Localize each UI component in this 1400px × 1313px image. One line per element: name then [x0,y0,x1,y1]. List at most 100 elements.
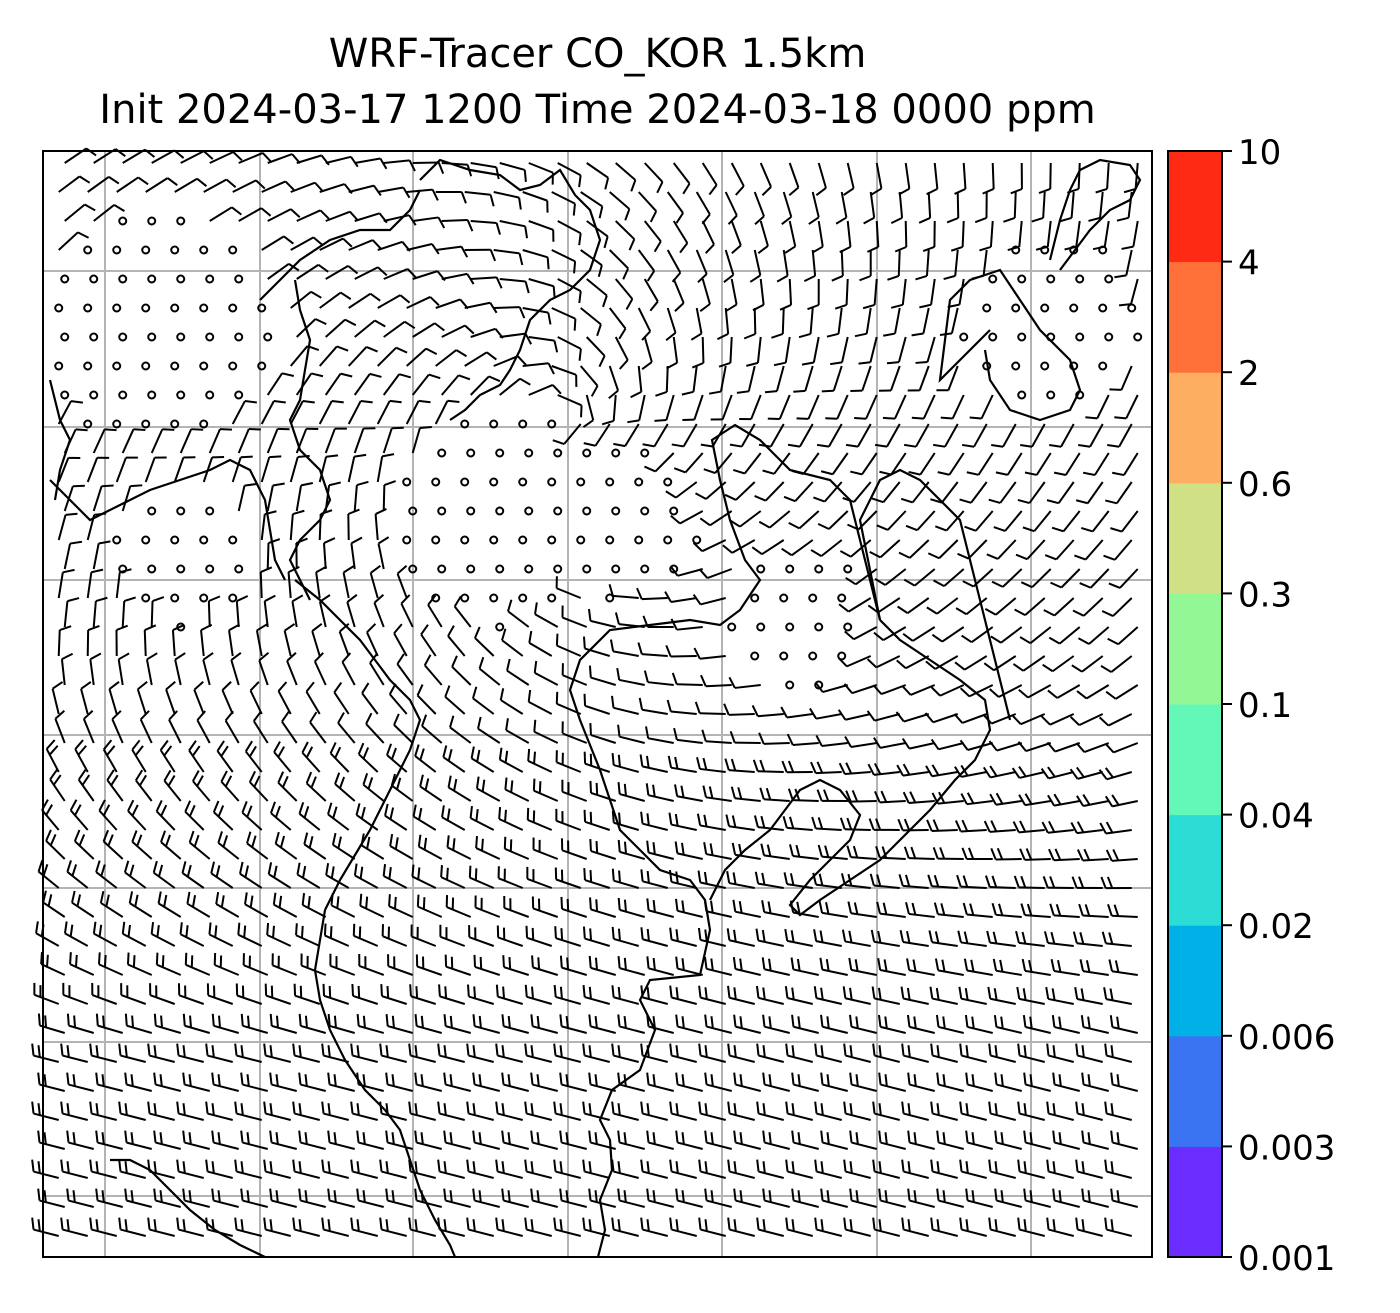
wind-barb [669,1159,697,1179]
wind-barb [954,655,988,671]
wind-barb [675,1188,703,1208]
wind-barb [318,399,344,425]
calm-wind-marker [112,361,122,371]
wind-barb [780,706,813,719]
wind-barb [930,1043,958,1063]
colorbar-segment [1168,814,1222,926]
wind-barb [323,923,350,947]
wind-barb [957,930,987,947]
wind-barb [1123,162,1139,194]
wind-barb [522,191,549,213]
wind-barb [209,151,243,164]
wind-barb [1101,597,1133,617]
wind-barb [1098,713,1133,727]
wind-barb [816,423,843,448]
wind-barb [867,597,901,614]
wind-barb [617,897,645,918]
wind-barb [1046,1217,1074,1237]
wind-barb [380,984,408,1005]
wind-barb [643,278,659,312]
wind-barb [928,930,958,947]
wind-barb [866,220,880,253]
wind-barb [751,539,785,556]
wind-barb [601,394,617,426]
wind-barb [240,1072,268,1092]
calm-wind-marker [257,361,267,371]
wind-barb [646,1188,674,1208]
wind-barb [472,1130,500,1150]
wind-barb [784,220,797,254]
wind-barb [86,456,110,483]
wind-barb [530,1188,558,1208]
wind-barb [266,427,290,454]
wind-barb [324,372,353,396]
calm-wind-marker [205,390,215,400]
calm-wind-marker [228,361,238,371]
wind-barb [87,176,120,193]
wind-barb [325,155,359,168]
wind-barb [872,1043,900,1063]
wind-barb [871,986,900,1005]
wind-barb [495,1101,523,1121]
wind-barb [669,985,697,1005]
wind-barb [524,1159,552,1179]
wind-barb [611,1101,639,1121]
calm-wind-marker [518,535,528,545]
wind-barb [1044,539,1075,561]
wind-barb [1088,191,1104,222]
coastline-northeast [858,468,1012,721]
wind-barb [863,191,876,225]
wind-barb [974,191,988,224]
wind-barb [959,1217,987,1237]
wind-barb [470,746,495,773]
wind-barb [754,481,785,502]
wind-barb [475,836,501,860]
wind-barb [1104,794,1138,808]
wind-barb [902,626,936,642]
wind-barb [51,681,64,715]
wind-barb [1108,568,1139,589]
wind-barb [900,481,930,504]
wind-barb [414,744,437,773]
wind-barb [733,1188,761,1208]
wind-barb [60,1217,88,1237]
wind-barb [118,1159,146,1179]
calm-wind-marker [727,622,737,632]
wind-barb [234,1101,262,1121]
calm-wind-marker [112,535,122,545]
wind-barb [263,1101,291,1121]
wind-barb [499,688,524,715]
wind-barb [406,296,440,309]
wind-barb [440,865,466,889]
calm-wind-marker [489,535,499,545]
wind-barb [559,1014,587,1034]
wind-barb [501,1072,529,1092]
wind-barb [697,927,726,947]
wind-barb [60,1159,88,1179]
wind-barb [640,1101,668,1121]
wind-barb [388,894,414,918]
wind-barb [1076,794,1109,808]
calm-wind-marker [170,593,180,603]
wind-barb [759,787,790,802]
wind-barb [532,778,559,802]
wind-barb [814,681,848,694]
wind-barb [958,986,987,1005]
wind-barb [322,983,350,1005]
colorbar-segment [1168,1146,1222,1258]
wind-barb [990,847,1022,861]
calm-wind-marker [1011,361,1021,371]
wind-barb [318,345,349,367]
wind-barb [1100,876,1132,890]
calm-wind-marker [1098,303,1108,313]
calm-wind-marker [89,390,99,400]
wind-barb [638,697,668,715]
wind-barb [669,1043,697,1063]
wind-barb [1110,510,1139,533]
wind-barb [969,394,994,420]
wind-barb [675,898,703,918]
wind-barb [136,680,148,715]
wind-barb [95,1130,123,1150]
wind-barb [1075,1159,1103,1179]
